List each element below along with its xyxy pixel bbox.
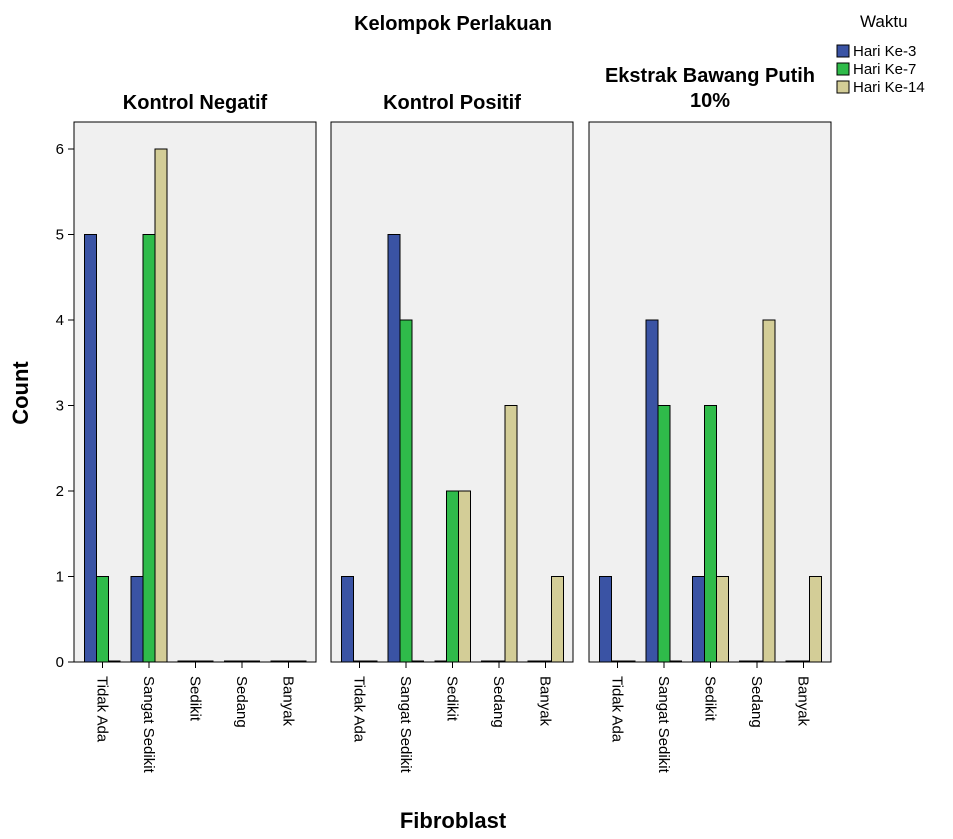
bar [551, 576, 564, 663]
x-tick-label: Sedikit [444, 676, 461, 722]
panel: Kontrol Positif Tidak Ada Sangat Sedikit Se… [330, 92, 574, 774]
x-tick-label: Tidak Ada [609, 676, 626, 743]
bar [645, 319, 659, 663]
x-tick-label: Banyak [537, 676, 554, 727]
y-tick-label: 2 [56, 483, 64, 500]
y-axis-title: Count [8, 361, 33, 425]
bar [692, 576, 705, 663]
bar [341, 576, 354, 663]
x-tick-label: Tidak Ada [351, 676, 368, 743]
legend-title: Waktu [860, 12, 908, 31]
bar [599, 576, 612, 663]
y-tick-label: 5 [56, 227, 64, 244]
bar [387, 234, 401, 663]
bar [96, 576, 109, 663]
legend-label: Hari Ke-3 [853, 43, 916, 60]
x-tick-label: Tidak Ada [94, 676, 111, 743]
bar [809, 576, 822, 663]
y-tick-label: 0 [56, 654, 64, 671]
legend-swatch [836, 80, 850, 94]
x-tick-label: Sangat Sedikit [655, 676, 672, 774]
legend-label: Hari Ke-7 [853, 61, 916, 78]
bar [154, 148, 168, 663]
bar [142, 234, 156, 663]
bar [504, 405, 518, 663]
panels-layer: 0 1 2 3 4 5 6 Kontrol Negatif Tidak Ada Sangat Se… [56, 65, 832, 774]
bar [704, 405, 717, 663]
x-tick-label: Banyak [280, 676, 297, 727]
chart-title: Kelompok Perlakuan [354, 13, 552, 35]
bar [446, 490, 459, 663]
bar [458, 490, 471, 663]
bar [399, 319, 413, 663]
bar [130, 576, 144, 663]
x-tick-label: Sedikit [187, 676, 204, 722]
x-tick-label: Sedang [748, 676, 765, 728]
panel: Ekstrak Bawang Putih 10% Tidak Ada Sangat S… [588, 65, 832, 774]
x-tick-label: Sangat Sedikit [140, 676, 157, 774]
y-tick-label: 4 [56, 312, 64, 329]
x-tick-label: Sedikit [702, 676, 719, 722]
x-tick-label: Sedang [490, 676, 507, 728]
x-axis-title: Fibroblast [400, 808, 507, 833]
legend-swatch [836, 62, 850, 76]
panel-frame [73, 121, 317, 663]
bar [762, 319, 776, 663]
x-tick-label: Sedang [233, 676, 250, 728]
panel-title: Ekstrak Bawang Putih 10% [605, 65, 815, 112]
panel: Kontrol Negatif Tidak Ada Sangat Sedikit Se… [73, 92, 317, 774]
panel-title: Kontrol Positif [383, 92, 521, 114]
legend-label: Hari Ke-14 [853, 79, 925, 96]
legend-swatch [836, 44, 850, 58]
x-tick-label: Sangat Sedikit [397, 676, 414, 774]
bar [657, 405, 671, 663]
x-tick-label: Banyak [795, 676, 812, 727]
bar [84, 234, 97, 663]
y-tick-label: 3 [56, 398, 64, 415]
bar [716, 576, 729, 663]
y-tick-label: 6 [56, 141, 64, 158]
y-tick-label: 1 [56, 569, 64, 586]
panel-title: Kontrol Negatif [123, 92, 268, 114]
